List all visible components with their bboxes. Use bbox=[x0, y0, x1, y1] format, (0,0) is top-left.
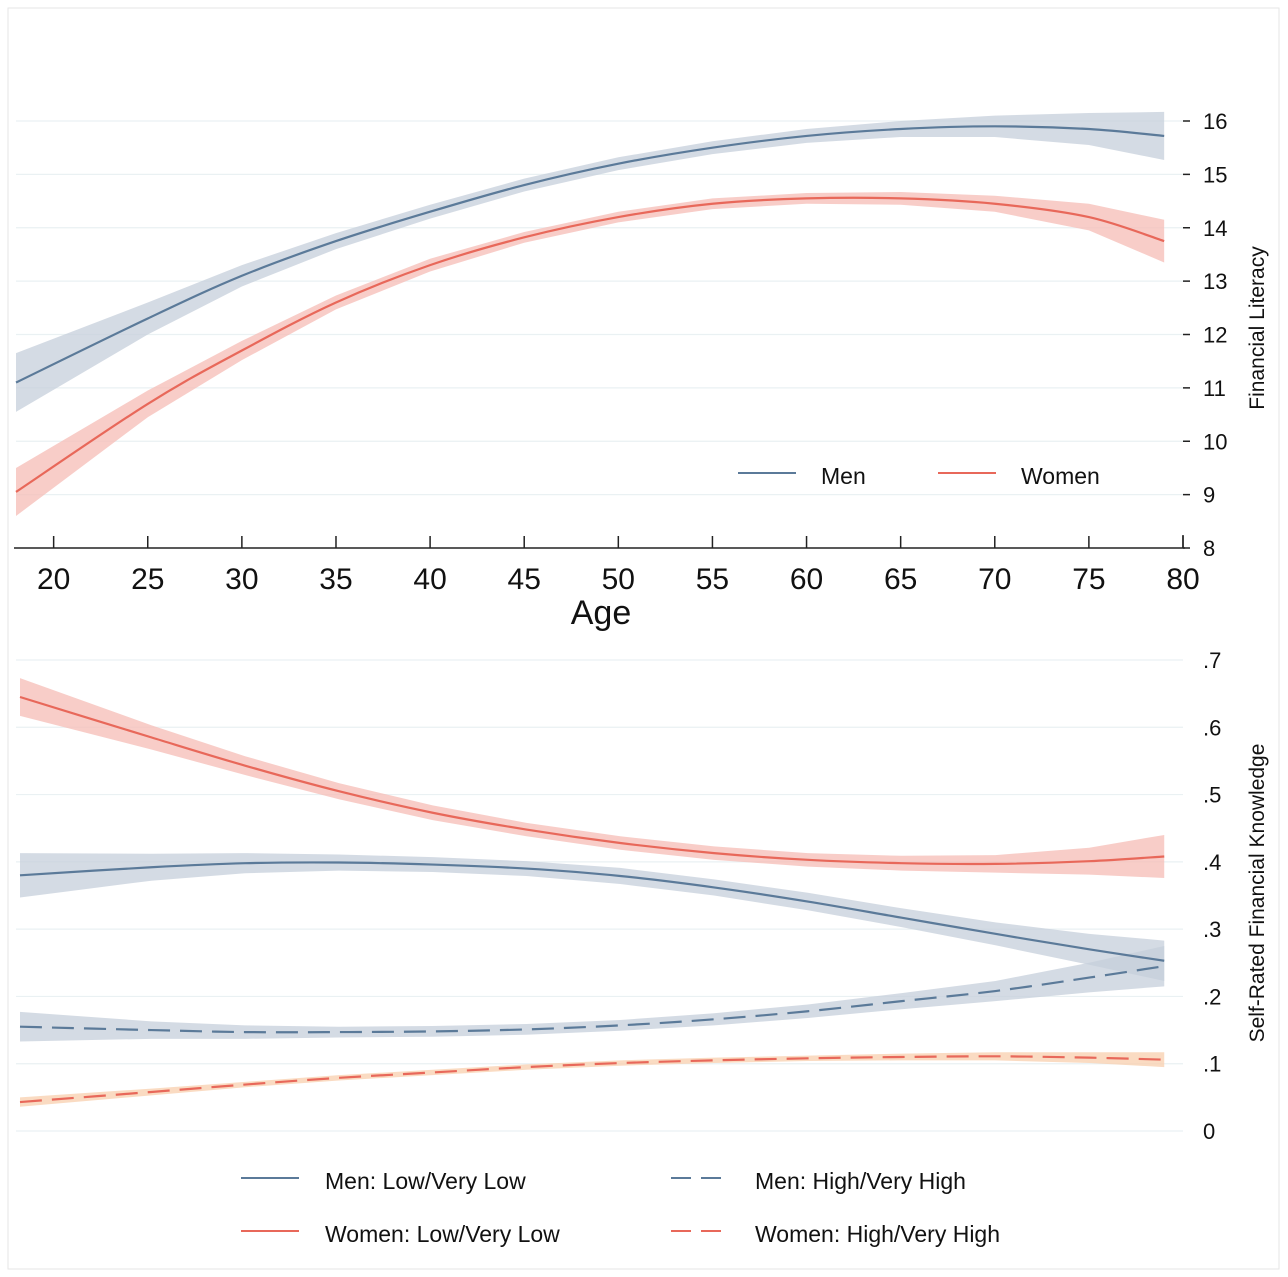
series-line bbox=[19, 965, 1165, 1034]
x-tick-label: 60 bbox=[790, 563, 823, 596]
x-tick-label: 20 bbox=[37, 563, 70, 596]
bottom-confidence-bands bbox=[20, 678, 1165, 1107]
confidence-band bbox=[20, 945, 1165, 1042]
y-tick-label: 13 bbox=[1203, 269, 1227, 294]
y-tick-label: 8 bbox=[1203, 536, 1215, 561]
confidence-band bbox=[16, 191, 1165, 516]
series-line bbox=[19, 861, 1165, 962]
y-tick-label: 16 bbox=[1203, 109, 1227, 134]
top-y-axis-title: Financial Literacy bbox=[1246, 246, 1269, 410]
y-tick-label: 14 bbox=[1203, 216, 1227, 241]
series-line bbox=[15, 125, 1165, 384]
y-tick-label: .2 bbox=[1203, 984, 1221, 1009]
legend-label-women: Women bbox=[1021, 463, 1100, 489]
financial-literacy-panel: 8 9 10 11 12 13 14 15 16 20 25 30 35 40 45 50 55 60 65 70 7… bbox=[14, 109, 1269, 632]
top-y-axis: 8 9 10 11 12 13 14 15 16 bbox=[1183, 109, 1227, 561]
x-tick-label: 75 bbox=[1072, 563, 1105, 596]
x-tick-label: 45 bbox=[508, 563, 541, 596]
x-tick-label: 35 bbox=[319, 563, 352, 596]
x-tick-label: 50 bbox=[602, 563, 635, 596]
y-tick-label: .1 bbox=[1203, 1052, 1221, 1077]
legend-label-men: Men bbox=[821, 463, 866, 489]
y-tick-label: 9 bbox=[1203, 483, 1215, 508]
top-legend: Men Women bbox=[738, 463, 1100, 489]
legend-label-men-low: Men: Low/Very Low bbox=[325, 1168, 526, 1194]
y-tick-label: .5 bbox=[1203, 783, 1221, 808]
top-x-axis: 20 25 30 35 40 45 50 55 60 65 70 75 80 bbox=[14, 535, 1200, 596]
top-confidence-bands bbox=[16, 111, 1165, 516]
legend-label-women-low: Women: Low/Very Low bbox=[325, 1221, 560, 1247]
x-tick-label: 25 bbox=[131, 563, 164, 596]
x-tick-label: 65 bbox=[884, 563, 917, 596]
y-tick-label: .3 bbox=[1203, 917, 1221, 942]
series-line bbox=[19, 1055, 1165, 1104]
y-tick-label: 11 bbox=[1203, 376, 1226, 401]
x-tick-label: 70 bbox=[978, 563, 1011, 596]
bottom-y-axis-title: Self-Rated Financial Knowledge bbox=[1246, 744, 1269, 1043]
y-tick-label: 12 bbox=[1203, 323, 1227, 348]
confidence-band bbox=[16, 111, 1165, 412]
x-tick-label: 30 bbox=[225, 563, 258, 596]
y-tick-label: .7 bbox=[1203, 648, 1221, 673]
confidence-band bbox=[20, 853, 1165, 981]
self-rated-knowledge-panel: 0 .1 .2 .3 .4 .5 .6 .7 Self-Rated Financial Kno… bbox=[16, 648, 1269, 1247]
bottom-series-lines bbox=[19, 695, 1165, 1104]
figure-frame bbox=[7, 7, 1280, 1270]
y-tick-label: .6 bbox=[1203, 715, 1221, 740]
x-tick-label: 40 bbox=[413, 563, 446, 596]
y-tick-label: .4 bbox=[1203, 850, 1221, 875]
confidence-band bbox=[20, 1052, 1165, 1107]
legend-label-men-high: Men: High/Very High bbox=[755, 1168, 966, 1194]
x-tick-label: 55 bbox=[696, 563, 729, 596]
y-tick-label: 0 bbox=[1203, 1119, 1215, 1144]
legend-label-women-high: Women: High/Very High bbox=[755, 1221, 1000, 1247]
top-series-lines bbox=[15, 125, 1165, 493]
y-tick-label: 15 bbox=[1203, 162, 1227, 187]
bottom-legend: Men: Low/Very Low Men: High/Very High Wo… bbox=[241, 1168, 1000, 1247]
bottom-y-axis: 0 .1 .2 .3 .4 .5 .6 .7 bbox=[1203, 648, 1221, 1144]
x-tick-label: 80 bbox=[1166, 563, 1199, 596]
top-x-axis-title: Age bbox=[571, 594, 632, 632]
series-line bbox=[19, 695, 1165, 866]
y-tick-label: 10 bbox=[1203, 429, 1227, 454]
series-line bbox=[15, 196, 1165, 493]
confidence-band bbox=[20, 678, 1165, 879]
